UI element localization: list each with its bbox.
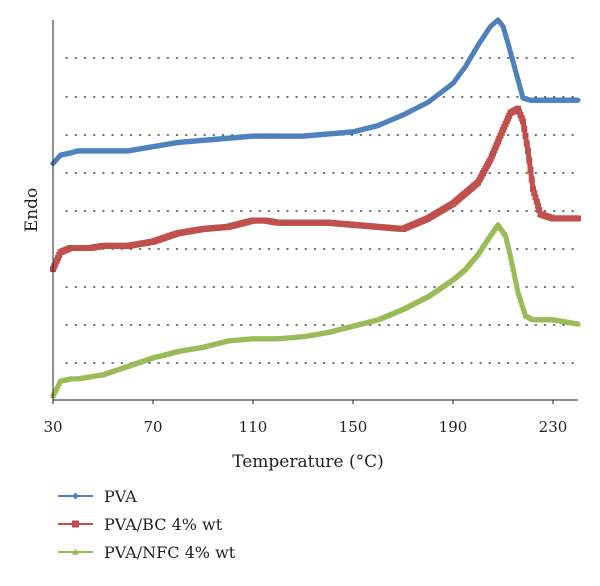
legend-item-0: PVA xyxy=(58,487,137,506)
legend-item-1: PVA/BC 4% wt xyxy=(58,515,223,534)
series-2-point-362 xyxy=(502,232,509,238)
legend-swatch-marker-2 xyxy=(72,548,79,555)
series-0-point-331 xyxy=(463,61,470,68)
series-2-point-364 xyxy=(505,242,511,249)
legend-label-1: PVA/BC 4% wt xyxy=(104,515,223,534)
series-2-point-377 xyxy=(521,308,528,315)
series-2 xyxy=(50,221,581,399)
series-2-point-376 xyxy=(520,304,526,311)
series-1-point-382 xyxy=(527,166,534,173)
series-2-point-367 xyxy=(508,259,515,265)
series-1-point-375 xyxy=(518,115,525,122)
series-1-point-377 xyxy=(521,125,528,132)
series-1-point-374 xyxy=(517,112,524,118)
legend-label-0: PVA xyxy=(104,487,137,506)
series-0 xyxy=(50,17,581,167)
series-0-point-371 xyxy=(513,72,520,79)
series-2-point-366 xyxy=(507,253,514,259)
legend-swatch-marker-0 xyxy=(72,492,79,500)
series-0-point-420 xyxy=(575,97,581,104)
series-0-point-375 xyxy=(518,90,525,97)
series-2-point-420 xyxy=(575,321,581,327)
legend-swatch-marker-1 xyxy=(72,520,79,528)
legend: PVA PVA/BC 4% wt PVA/NFC 4% wt xyxy=(58,487,236,562)
series-2-point-374 xyxy=(517,297,524,303)
series-1-point-378 xyxy=(522,133,529,140)
series-0-point-366 xyxy=(507,49,514,56)
legend-item-2: PVA/NFC 4% wt xyxy=(58,543,236,562)
legend-label-2: PVA/NFC 4% wt xyxy=(104,543,236,562)
x-tick-label-3: 150 xyxy=(339,418,368,436)
series-2-point-373 xyxy=(516,293,523,299)
series-1-point-373 xyxy=(516,108,523,115)
x-tick-label-4: 190 xyxy=(439,418,468,436)
series-0-point-364 xyxy=(505,40,511,47)
series-0-point-372 xyxy=(515,76,521,83)
series-1-point-388 xyxy=(535,202,541,209)
series-1-point-387 xyxy=(533,198,540,205)
series-2-point-375 xyxy=(518,300,525,307)
series-0-point-369 xyxy=(511,63,518,70)
series-0-point-365 xyxy=(506,44,513,51)
series-1-point-372 xyxy=(515,105,521,112)
series-1 xyxy=(50,105,581,273)
series-0-point-373 xyxy=(516,81,523,88)
series-2-point-369 xyxy=(511,271,518,277)
series-0-point-361 xyxy=(501,27,508,34)
series-1-point-385 xyxy=(531,190,538,197)
series-1-point-380 xyxy=(525,147,531,154)
series-2-point-363 xyxy=(503,237,510,244)
x-tick-label-2: 110 xyxy=(239,418,268,436)
series-2-point-371 xyxy=(513,283,520,289)
series-1-point-386 xyxy=(532,194,539,201)
series-0-point-370 xyxy=(512,67,519,74)
grid-lines xyxy=(65,57,579,364)
series-0-point-368 xyxy=(510,58,516,65)
x-tick-label-5: 230 xyxy=(539,418,568,436)
series-1-point-384 xyxy=(530,185,536,192)
series-1-point-383 xyxy=(528,176,535,183)
axes xyxy=(52,20,578,401)
series-1-point-379 xyxy=(523,140,530,147)
x-ticks: 30 70 110 150 190 230 xyxy=(43,400,567,436)
series-2-point-368 xyxy=(510,265,516,271)
y-axis-title: Endo xyxy=(22,188,42,232)
x-tick-label-0: 30 xyxy=(43,418,62,436)
series-1-point-420 xyxy=(575,215,581,222)
series-1-point-381 xyxy=(526,157,533,164)
series-1-point-376 xyxy=(520,118,526,125)
series-0-point-367 xyxy=(508,53,515,60)
series-0-point-374 xyxy=(517,85,524,92)
series-layer xyxy=(50,17,581,399)
series-2-point-365 xyxy=(506,248,513,254)
x-tick-label-1: 70 xyxy=(143,418,162,436)
x-axis-title: Temperature (°C) xyxy=(232,452,384,472)
series-2-point-370 xyxy=(512,277,519,283)
series-1-point-389 xyxy=(536,207,543,213)
series-2-point-372 xyxy=(515,289,521,295)
series-line-2 xyxy=(50,222,581,399)
